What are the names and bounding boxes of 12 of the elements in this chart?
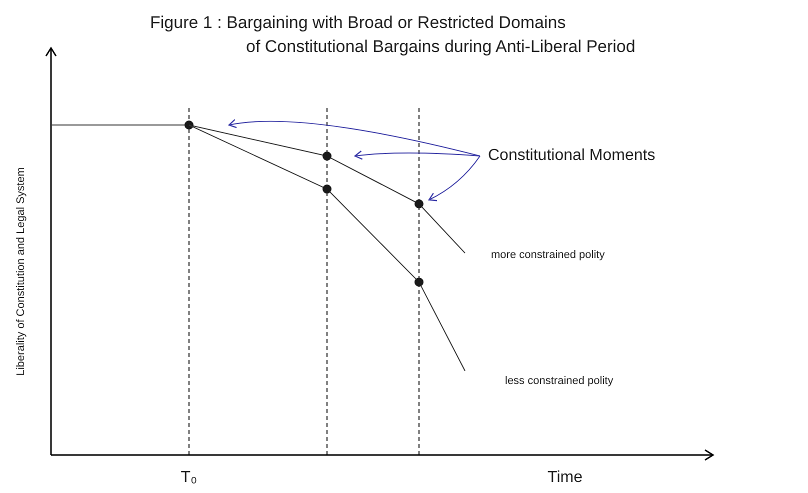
point [184,120,194,130]
point [322,152,332,161]
point [414,278,424,287]
text: more constrained polity [491,248,606,261]
text: less constrained polity [505,374,614,387]
annotation: Constitutional Moments [488,147,656,164]
point [322,184,332,194]
text: T₀ [180,469,198,486]
y-axis-title: Liberality of Constitution and Legal System [15,167,27,376]
x-axis-title: Time [548,469,583,486]
point [414,199,424,208]
chart-title: Figure 1 : Bargaining with Broad or Restricted Domains of Constitutional Bargains during Anti-Liberal Period [150,13,636,56]
